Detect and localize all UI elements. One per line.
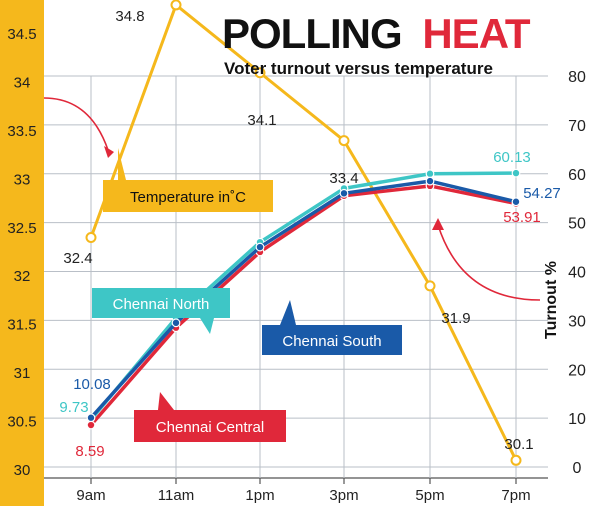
chennai-north-callout-label: Chennai North [113,296,210,313]
temperature-in-c-callout-label: Temperature in˚C [130,189,246,206]
right-axis-label: Turnout % [543,261,560,339]
temperature-in-c-callout-pointer [118,148,126,180]
chennai-south-point [339,188,349,198]
chennai-south-point [511,197,521,207]
chennai-central-callout-box [134,410,286,442]
chennai-central-callout-label: Chennai Central [156,419,264,436]
temperature-point [510,454,522,466]
data-label-temperature-in-c: 34.1 [247,112,276,129]
right-tick-label: 70 [568,118,586,135]
left-axis-ticks: 30 30.5 31 31.5 32 32.5 33 33.5 34 34.5 [7,26,36,479]
chennai-central-callout-pointer [158,392,174,410]
temperature-point [424,280,436,292]
left-axis-arrow [43,97,109,151]
chennai-south-point [425,176,435,186]
right-tick-label: 30 [568,313,586,330]
data-label-chennai-north: 60.13 [493,149,531,166]
series-callouts: Temperature in˚C Chennai North Chennai Sou… [43,97,541,442]
temperature-in-c-callout-box [103,180,273,212]
left-axis-band [0,0,44,506]
title-main: POLLING [222,10,402,57]
temperature-point [85,231,97,243]
left-tick-label: 32 [14,268,31,285]
data-label-chennai-north: 9.73 [59,399,88,416]
x-tick-label: 7pm [501,487,530,504]
left-tick-label: 34 [14,74,31,91]
data-label-chennai-south: 54.27 [523,185,561,202]
left-tick-label: 33.5 [7,123,36,140]
chennai-north-callout-box [92,288,230,318]
right-axis-arrowhead [432,218,444,230]
gridlines [44,75,548,479]
left-tick-label: 31.5 [7,317,36,334]
data-labels: 32.4 34.8 34.1 33.4 31.9 30.1 9.73 60.13 10.08 54… [59,8,560,460]
right-tick-label: 50 [568,216,586,233]
right-axis-arrow [437,224,541,301]
temperature-point [338,135,350,147]
chennai-north-callout-pointer [200,318,214,334]
right-tick-label: 0 [573,460,582,477]
chennai-south-point [86,413,96,423]
series-layer [85,0,522,466]
chennai-south-point [255,242,265,252]
series-line-chennai-north [89,171,517,421]
right-tick-label: 80 [568,69,586,86]
chart-title: POLLING HEAT [222,10,531,57]
right-tick-label: 40 [568,265,586,282]
data-label-temperature-in-c: 32.4 [63,250,92,267]
x-tick-label: 5pm [415,487,444,504]
series-line-chennai-south [89,179,517,419]
data-label-temperature-in-c: 30.1 [504,436,533,453]
right-tick-label: 10 [568,411,586,428]
chennai-north-point [425,169,435,179]
left-tick-label: 31 [14,365,31,382]
x-tick-label: 1pm [245,487,274,504]
right-tick-label: 60 [568,167,586,184]
left-axis-arrowhead [104,146,114,158]
series-line-temperature-in-c [89,3,518,461]
series-line-chennai-central [89,184,517,427]
left-tick-label: 33 [14,171,31,188]
left-tick-label: 32.5 [7,220,36,237]
chennai-south-callout-label: Chennai South [282,333,381,350]
data-label-temperature-in-c: 34.8 [115,8,144,25]
data-label-temperature-in-c: 33.4 [329,170,358,187]
temperature-point [254,67,266,79]
chennai-south-point [171,318,181,328]
chart-subtitle: Voter turnout versus temperature [224,59,493,78]
right-axis-ticks: 0 10 20 30 40 50 60 70 80 [568,69,586,477]
data-label-temperature-in-c: 31.9 [441,310,470,327]
chennai-central-point [86,420,96,430]
chennai-south-callout-pointer [280,300,296,325]
title-accent: HEAT [422,10,531,57]
chennai-north-point [511,168,521,178]
chennai-south-callout-box [262,325,402,355]
left-tick-label: 30.5 [7,414,36,431]
data-label-chennai-central: 53.91 [503,209,541,226]
left-tick-label: 34.5 [7,26,36,43]
data-label-chennai-south: 10.08 [73,376,111,393]
x-tick-label: 9am [76,487,105,504]
x-tick-label: 3pm [329,487,358,504]
x-axis-ticks: 9am 11am 1pm 3pm 5pm 7pm [76,478,531,504]
x-tick-label: 11am [158,487,194,504]
left-tick-label: 30 [14,462,31,479]
data-label-chennai-central: 8.59 [75,443,104,460]
right-tick-label: 20 [568,362,586,379]
temperature-point [170,0,182,11]
